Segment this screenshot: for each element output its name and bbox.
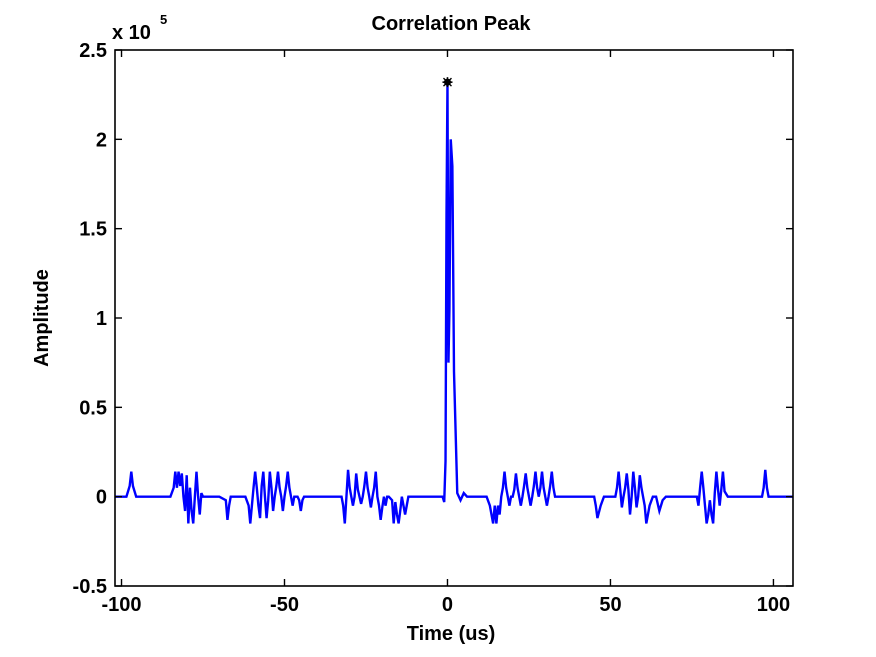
peak-marker [442,77,453,88]
y-multiplier-exponent: 5 [160,12,167,27]
x-tick-label: -50 [270,594,299,616]
y-tick-label: 1 [96,308,107,330]
chart-title: Correlation Peak [372,13,532,35]
peak-marker-diag2 [442,77,452,87]
y-axis-title: Amplitude [31,269,53,367]
y-tick-label: 0 [96,487,107,509]
series-layer [115,77,793,524]
y-axis-multiplier: x 10 5 [112,12,167,44]
x-axis-title: Time (us) [407,623,496,645]
series-line-0 [115,82,793,524]
y-tick-label: 2.5 [79,40,107,62]
y-multiplier-base: x 10 [112,22,151,44]
x-tick-label: 50 [599,594,621,616]
y-tick-label: 0.5 [79,397,107,419]
axes-layer: -100 -50 0 50 100 -0.5 0 0.5 1 1.5 2 2.5 [73,40,794,616]
y-tick-label: -0.5 [73,576,107,598]
x-tick-label: 0 [442,594,453,616]
x-tick-label: 100 [757,594,790,616]
x-tick-label: -100 [102,594,142,616]
y-tick-label: 2 [96,129,107,151]
y-tick-label: 1.5 [79,219,107,241]
